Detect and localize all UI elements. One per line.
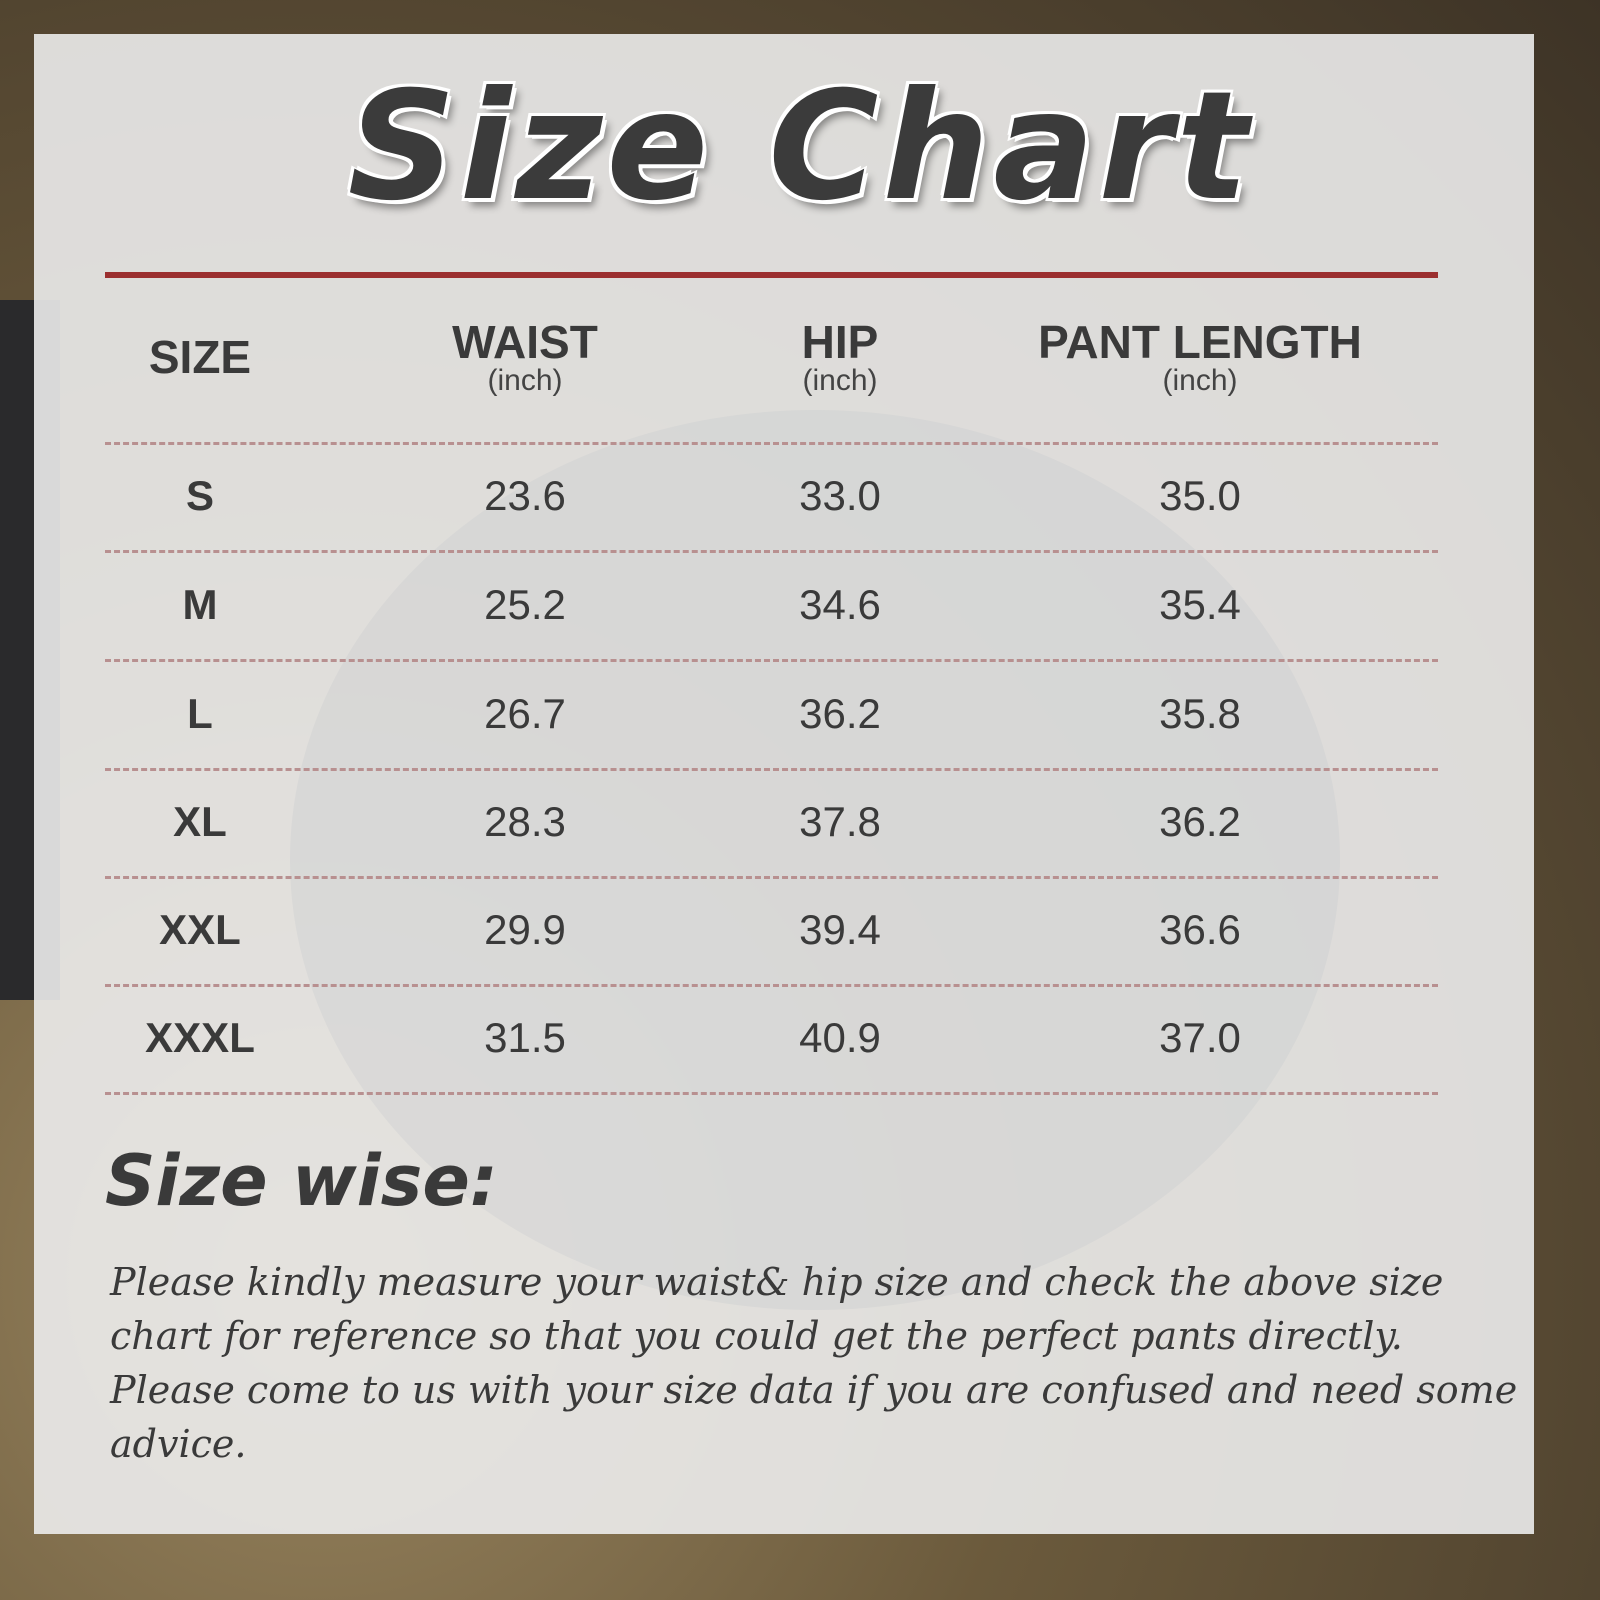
row-divider — [105, 984, 1438, 987]
size-label: XL — [173, 798, 227, 845]
table-cell: 35.0 — [1159, 472, 1241, 519]
column-header: SIZE — [148, 331, 252, 383]
column-unit: (inch) — [1162, 364, 1238, 397]
table-cell: 33.0 — [799, 472, 881, 519]
table-cell: 31.5 — [484, 1014, 566, 1061]
table-cell: 36.2 — [799, 689, 881, 737]
table-cell: 39.4 — [799, 906, 881, 953]
size-wise-text: Please kindly measure your waist& hip si… — [110, 1260, 1518, 1466]
row-divider — [105, 659, 1438, 662]
table-cell: 34.6 — [799, 580, 881, 628]
size-label: XXXL — [145, 1014, 255, 1061]
table-cell: 23.6 — [484, 472, 566, 519]
row-divider — [105, 876, 1438, 879]
column-unit: (inch) — [487, 364, 563, 397]
row-divider — [105, 550, 1438, 553]
size-label: XXL — [159, 906, 241, 953]
table-cell: 28.3 — [484, 798, 566, 845]
table-cell: 29.9 — [484, 906, 566, 953]
chart-panel — [34, 34, 1534, 1534]
row-divider — [105, 1092, 1438, 1095]
size-label: S — [185, 472, 215, 519]
column-header: PANT LENGTH — [1038, 316, 1362, 368]
table-cell: 40.9 — [799, 1014, 881, 1061]
table-cell: 37.8 — [799, 798, 881, 845]
size-label: M — [182, 580, 218, 628]
table-cell: 36.2 — [1159, 798, 1241, 845]
table-cell: 26.7 — [484, 689, 566, 737]
background-fabric — [290, 410, 1340, 1310]
size-label: L — [187, 689, 213, 737]
page-title: Size Chart — [347, 60, 1253, 234]
table-cell: 37.0 — [1159, 1014, 1241, 1061]
column-header: WAIST — [452, 316, 598, 368]
size-wise-heading: Size wise: — [105, 1140, 498, 1222]
table-cell: 25.2 — [484, 580, 566, 628]
table-cell: 36.6 — [1159, 906, 1241, 953]
table-cell: 35.4 — [1159, 580, 1241, 628]
title-divider — [105, 272, 1438, 278]
column-header: HIP — [801, 316, 879, 368]
table-cell: 35.8 — [1159, 689, 1241, 737]
row-divider — [105, 442, 1438, 445]
column-unit: (inch) — [802, 364, 878, 397]
row-divider — [105, 768, 1438, 771]
